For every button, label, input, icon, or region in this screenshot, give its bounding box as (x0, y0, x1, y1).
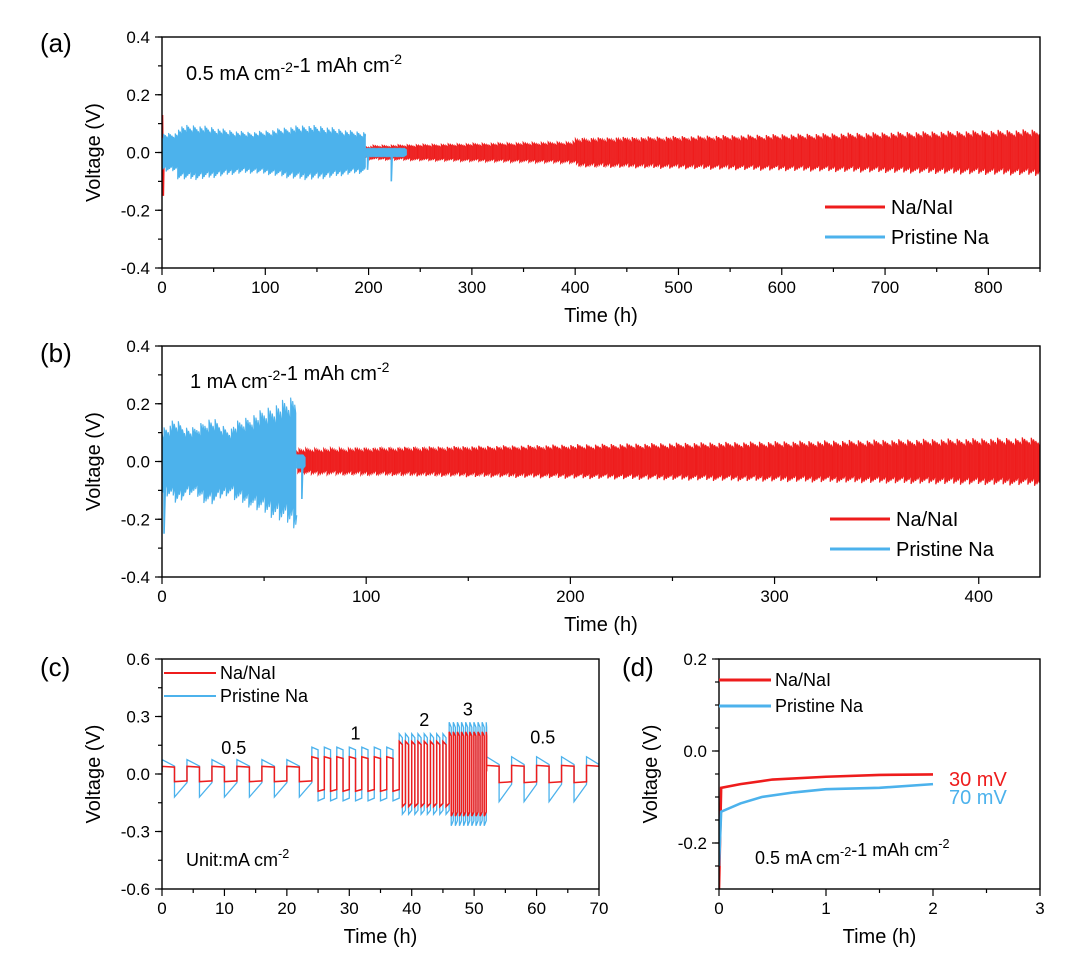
x-axis-title: Time (h) (564, 614, 638, 636)
condition-label: 0.5 mA cm-2-1 mAh cm-2 (755, 837, 949, 868)
x-tick-label: 3 (1035, 899, 1044, 918)
rate-label: 2 (419, 710, 429, 730)
x-tick-label: 0 (157, 278, 166, 297)
series-pristine-dip (366, 152, 370, 170)
y-tick-label: 0.0 (126, 765, 150, 784)
legend-label-na-nai: Na/NaI (775, 670, 831, 690)
chart-panel-3: 0 1 2 3 -0.2 0.0 0.2 Time (h) Voltage (V) 30 mV70… (640, 650, 1045, 948)
legend-label-pristine: Pristine Na (896, 539, 995, 561)
x-tick-label: 60 (527, 899, 546, 918)
chart-panel-0: 0 100 200 300 400 500 600 700 800 -0.4 -0.2 0.0 0.2 0… (83, 28, 1041, 327)
x-tick-label: 200 (556, 587, 584, 606)
y-tick-label: 0.0 (126, 144, 150, 163)
legend-label-na-nai: Na/NaI (891, 197, 953, 219)
y-tick-label: -0.2 (121, 510, 150, 529)
series-na-nai-line (719, 773, 934, 889)
y-axis-title: Voltage (V) (83, 725, 105, 824)
series-pristine-line (162, 397, 298, 529)
x-axis-title: Time (h) (344, 926, 418, 948)
y-tick-label: -0.4 (121, 259, 150, 278)
y-tick-label: 0.0 (126, 453, 150, 472)
x-tick-label: 50 (465, 899, 484, 918)
rate-label: 0.5 (530, 727, 555, 747)
x-tick-label: 100 (251, 278, 279, 297)
x-axis-title: Time (h) (564, 305, 638, 327)
series-pristine-line (719, 782, 934, 867)
series-pristine-dip (390, 152, 394, 182)
series-pristine-line (162, 124, 367, 181)
y-tick-label: 0.2 (683, 650, 707, 669)
y-axis-title: Voltage (V) (83, 103, 105, 202)
plot-area (162, 722, 599, 826)
y-tick-label: 0.4 (126, 337, 150, 356)
legend-label-pristine: Pristine Na (775, 696, 864, 716)
value-label-pristine: 70 mV (949, 787, 1007, 809)
panel-label: (a) (40, 28, 72, 58)
panel-label: (d) (622, 652, 654, 682)
x-tick-label: 2 (928, 899, 937, 918)
legend-label-na-nai: Na/NaI (896, 509, 958, 531)
x-tick-label: 800 (974, 278, 1002, 297)
series-pristine-dip (163, 461, 167, 534)
rate-label: 3 (463, 700, 473, 720)
plot-area (719, 773, 934, 889)
condition-label: 0.5 mA cm-2-1 mAh cm-2 (186, 51, 402, 85)
x-tick-label: 0 (157, 899, 166, 918)
legend-label-pristine: Pristine Na (891, 227, 990, 249)
series-pristine-dip (301, 461, 304, 500)
series-pristine-tail (364, 147, 407, 158)
x-axis-title: Time (h) (843, 926, 917, 948)
y-tick-label: -0.2 (678, 834, 707, 853)
x-tick-label: 10 (215, 899, 234, 918)
x-tick-label: 70 (590, 899, 609, 918)
plot-area (162, 114, 1040, 196)
x-tick-label: 300 (458, 278, 486, 297)
y-tick-label: 0.2 (126, 86, 150, 105)
x-tick-label: 40 (402, 899, 421, 918)
panel-label: (c) (40, 652, 70, 682)
x-tick-label: 0 (157, 587, 166, 606)
x-tick-label: 20 (277, 899, 296, 918)
condition-label: 1 mA cm-2-1 mAh cm-2 (190, 359, 390, 393)
x-tick-label: 0 (714, 899, 723, 918)
series-na-nai-line (296, 437, 1040, 486)
y-axis-title: Voltage (V) (640, 725, 662, 824)
x-tick-label: 400 (965, 587, 993, 606)
y-axis-title: Voltage (V) (83, 412, 105, 511)
y-tick-label: -0.2 (121, 201, 150, 220)
panel-label: (b) (40, 338, 72, 368)
x-tick-label: 100 (352, 587, 380, 606)
x-tick-label: 500 (664, 278, 692, 297)
y-tick-label: -0.3 (121, 823, 150, 842)
chart-panel-1: 0 100 200 300 400 -0.4 -0.2 0.0 0.2 0.4 Time (h) Vo… (83, 337, 1041, 636)
x-tick-label: 30 (340, 899, 359, 918)
x-tick-label: 400 (561, 278, 589, 297)
x-tick-label: 600 (768, 278, 796, 297)
series-pristine-tail (295, 453, 306, 470)
y-tick-label: -0.6 (121, 880, 150, 899)
x-tick-label: 200 (354, 278, 382, 297)
x-tick-label: 300 (760, 587, 788, 606)
x-tick-label: 1 (821, 899, 830, 918)
series-na-nai-line (162, 731, 599, 817)
plot-area (162, 397, 1040, 534)
legend-label-na-nai: Na/NaI (220, 663, 276, 683)
y-tick-label: 0.6 (126, 650, 150, 669)
legend-label-pristine: Pristine Na (220, 686, 309, 706)
rate-label: 1 (351, 724, 361, 744)
y-tick-label: 0.0 (683, 742, 707, 761)
x-tick-label: 700 (871, 278, 899, 297)
y-tick-label: 0.4 (126, 28, 150, 47)
y-tick-label: 0.2 (126, 395, 150, 414)
value-label-na-nai: 30 mV (949, 769, 1007, 791)
unit-label: Unit:mA cm-2 (186, 847, 289, 870)
y-tick-label: -0.4 (121, 568, 150, 587)
rate-label: 0.5 (221, 738, 246, 758)
chart-panel-2: 0 10 20 30 40 50 60 70 -0.6 -0.3 0.0 0.3 0.6 Time (h)… (83, 650, 608, 948)
y-tick-label: 0.3 (126, 708, 150, 727)
